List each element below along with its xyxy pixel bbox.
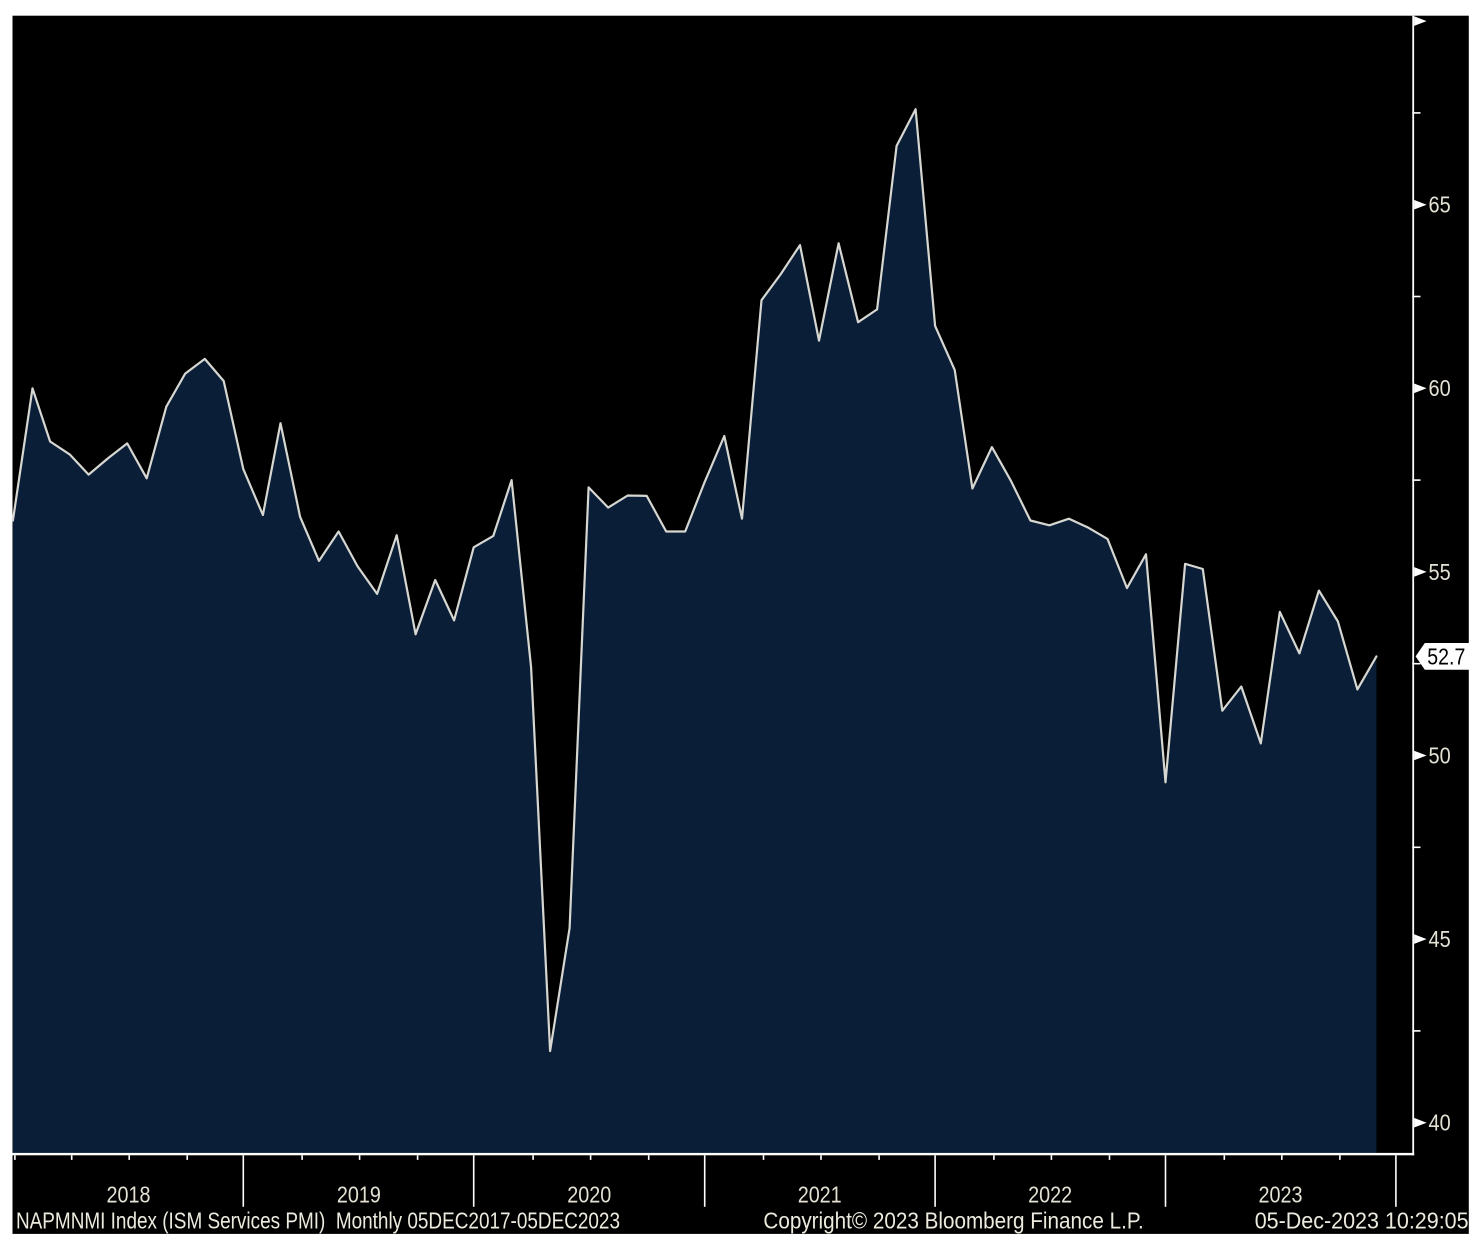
svg-text:2020: 2020	[567, 1182, 611, 1208]
svg-text:2021: 2021	[798, 1182, 842, 1208]
svg-text:65: 65	[1429, 192, 1451, 218]
svg-text:45: 45	[1429, 926, 1451, 952]
svg-text:2022: 2022	[1028, 1182, 1072, 1208]
svg-text:2018: 2018	[107, 1182, 151, 1208]
svg-text:2023: 2023	[1259, 1182, 1303, 1208]
svg-text:52.7: 52.7	[1427, 643, 1465, 669]
svg-text:NAPMNMI Index (ISM Services PM: NAPMNMI Index (ISM Services PMI) Monthly…	[16, 1208, 620, 1234]
svg-text:50: 50	[1429, 742, 1451, 768]
svg-text:60: 60	[1429, 375, 1451, 401]
svg-text:05-Dec-2023 10:29:05: 05-Dec-2023 10:29:05	[1255, 1208, 1469, 1234]
svg-text:2019: 2019	[337, 1182, 381, 1208]
svg-text:Copyright© 2023 Bloomberg Fina: Copyright© 2023 Bloomberg Finance L.P.	[763, 1208, 1143, 1234]
svg-text:55: 55	[1429, 559, 1451, 585]
svg-text:40: 40	[1429, 1110, 1451, 1136]
